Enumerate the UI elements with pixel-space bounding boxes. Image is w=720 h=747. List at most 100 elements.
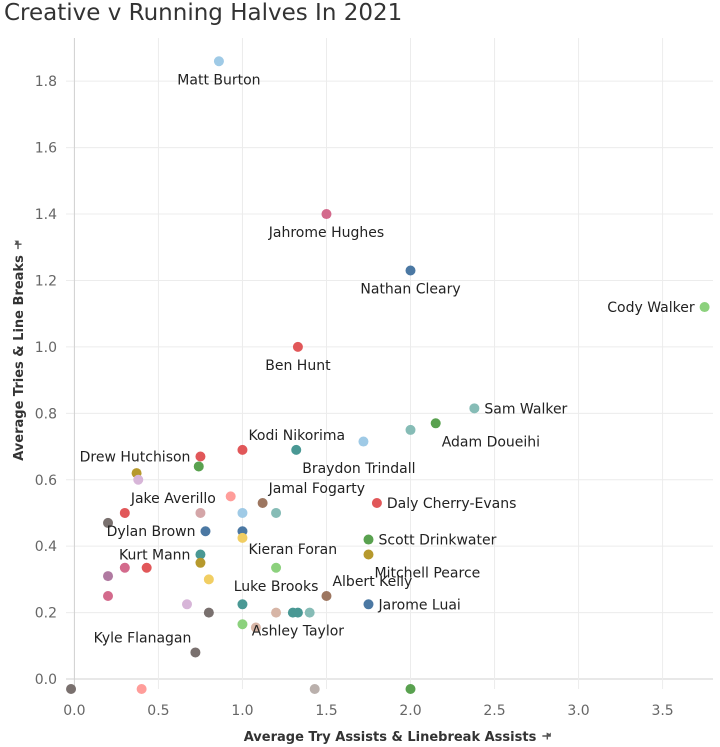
data-point[interactable] bbox=[363, 549, 374, 560]
data-point[interactable] bbox=[193, 461, 204, 472]
data-point[interactable] bbox=[309, 684, 320, 694]
data-point[interactable] bbox=[371, 498, 382, 508]
y-tick-label: 1.6 bbox=[35, 141, 57, 157]
point-label: Mitchell Pearce bbox=[374, 565, 480, 581]
x-tick-label: 0.5 bbox=[147, 703, 169, 719]
point-labels: Matt Burton Jahrome Hughes Nathan Cleary Co… bbox=[80, 72, 695, 646]
y-axis-label: Average Tries & Line Breaks bbox=[12, 255, 27, 461]
x-tick-label: 1.0 bbox=[231, 703, 253, 719]
x-axis-pin-icon[interactable] bbox=[542, 730, 553, 741]
grid-lines bbox=[66, 38, 713, 689]
data-point[interactable] bbox=[195, 549, 206, 560]
data-point[interactable] bbox=[181, 599, 192, 610]
point-label: Ashley Taylor bbox=[252, 624, 345, 640]
data-point[interactable] bbox=[405, 265, 416, 276]
data-point[interactable] bbox=[250, 622, 261, 633]
data-point[interactable] bbox=[119, 562, 130, 573]
x-axis-ticks: 0.0 0.5 1.0 1.5 2.0 2.5 3.0 3.5 bbox=[63, 703, 673, 719]
data-point[interactable] bbox=[430, 418, 441, 429]
data-point[interactable] bbox=[237, 599, 248, 610]
data-point[interactable] bbox=[363, 534, 374, 545]
point-label: Luke Brooks bbox=[234, 579, 319, 595]
point-label: Kurt Mann bbox=[119, 547, 190, 563]
y-tick-label: 0.2 bbox=[35, 606, 57, 622]
point-label: Cody Walker bbox=[607, 300, 695, 316]
point-label: Kodi Nikorima bbox=[248, 428, 345, 444]
data-point[interactable] bbox=[358, 436, 369, 447]
chart-title: Creative v Running Halves In 2021 bbox=[4, 0, 403, 26]
data-point[interactable] bbox=[469, 403, 480, 414]
data-point[interactable] bbox=[200, 526, 211, 537]
x-tick-label: 1.5 bbox=[315, 703, 337, 719]
y-axis-pin-icon[interactable] bbox=[12, 239, 23, 250]
x-axis-label: Average Try Assists & Linebreak Assists bbox=[244, 730, 537, 745]
data-point[interactable] bbox=[237, 444, 248, 455]
point-label: Kyle Flanagan bbox=[94, 630, 192, 646]
data-point[interactable] bbox=[271, 507, 282, 518]
point-label: Scott Drinkwater bbox=[378, 533, 496, 549]
y-tick-label: 0.8 bbox=[35, 406, 57, 422]
data-point[interactable] bbox=[292, 341, 303, 352]
data-point[interactable] bbox=[66, 684, 77, 694]
x-tick-label: 3.5 bbox=[651, 703, 673, 719]
y-tick-label: 1.8 bbox=[35, 74, 57, 90]
data-point[interactable] bbox=[271, 562, 282, 573]
data-point[interactable] bbox=[237, 532, 248, 543]
point-label: Ben Hunt bbox=[265, 358, 331, 374]
x-tick-label: 0.0 bbox=[63, 703, 85, 719]
data-point[interactable] bbox=[119, 507, 130, 518]
x-tick-label: 2.5 bbox=[483, 703, 505, 719]
y-tick-label: 0.6 bbox=[35, 473, 57, 489]
y-tick-label: 1.0 bbox=[35, 340, 57, 356]
data-point[interactable] bbox=[363, 599, 374, 610]
data-point[interactable] bbox=[213, 56, 224, 67]
point-label: Jamal Fogarty bbox=[268, 481, 365, 497]
data-point[interactable] bbox=[103, 591, 114, 601]
data-point[interactable] bbox=[103, 571, 114, 582]
point-label: Nathan Cleary bbox=[360, 282, 460, 298]
data-point[interactable] bbox=[195, 557, 206, 568]
y-tick-label: 0.0 bbox=[35, 672, 57, 688]
data-point[interactable] bbox=[103, 517, 114, 528]
data-point[interactable] bbox=[405, 684, 416, 694]
data-points bbox=[66, 56, 710, 694]
y-tick-label: 0.4 bbox=[35, 539, 57, 555]
point-label: Daly Cherry-Evans bbox=[387, 496, 516, 512]
point-label: Adam Doueihi bbox=[442, 434, 540, 450]
point-label: Braydon Trindall bbox=[302, 461, 415, 477]
y-tick-label: 1.2 bbox=[35, 273, 57, 289]
y-axis-ticks: 0.0 0.2 0.4 0.6 0.8 1.0 1.2 1.4 1.6 1.8 bbox=[35, 74, 57, 688]
x-tick-label: 3.0 bbox=[567, 703, 589, 719]
data-point[interactable] bbox=[237, 507, 248, 518]
data-point[interactable] bbox=[203, 574, 214, 585]
point-label: Albert Kelly bbox=[332, 574, 412, 590]
data-point[interactable] bbox=[304, 607, 315, 618]
data-point[interactable] bbox=[195, 451, 206, 462]
data-point[interactable] bbox=[141, 562, 152, 573]
data-point[interactable] bbox=[257, 498, 268, 508]
data-point[interactable] bbox=[133, 474, 144, 485]
data-point[interactable] bbox=[195, 507, 206, 518]
x-tick-label: 2.0 bbox=[399, 703, 421, 719]
data-point[interactable] bbox=[225, 491, 236, 502]
data-point[interactable] bbox=[237, 619, 248, 630]
point-label: Kieran Foran bbox=[248, 542, 337, 558]
data-point[interactable] bbox=[203, 607, 214, 618]
point-label: Sam Walker bbox=[484, 401, 567, 417]
data-point[interactable] bbox=[321, 209, 332, 220]
data-point[interactable] bbox=[292, 607, 303, 618]
data-point[interactable] bbox=[291, 444, 302, 455]
data-point[interactable] bbox=[271, 607, 282, 618]
data-point[interactable] bbox=[405, 424, 416, 435]
data-point[interactable] bbox=[699, 302, 710, 313]
point-label: Matt Burton bbox=[177, 72, 260, 88]
point-label: Jake Averillo bbox=[130, 491, 216, 507]
point-label: Jahrome Hughes bbox=[268, 225, 384, 241]
data-point[interactable] bbox=[190, 647, 201, 658]
data-point[interactable] bbox=[136, 684, 147, 694]
data-point[interactable] bbox=[321, 591, 332, 601]
point-label: Dylan Brown bbox=[107, 524, 196, 540]
point-label: Drew Hutchison bbox=[80, 450, 191, 466]
point-label: Jarome Luai bbox=[377, 597, 460, 613]
